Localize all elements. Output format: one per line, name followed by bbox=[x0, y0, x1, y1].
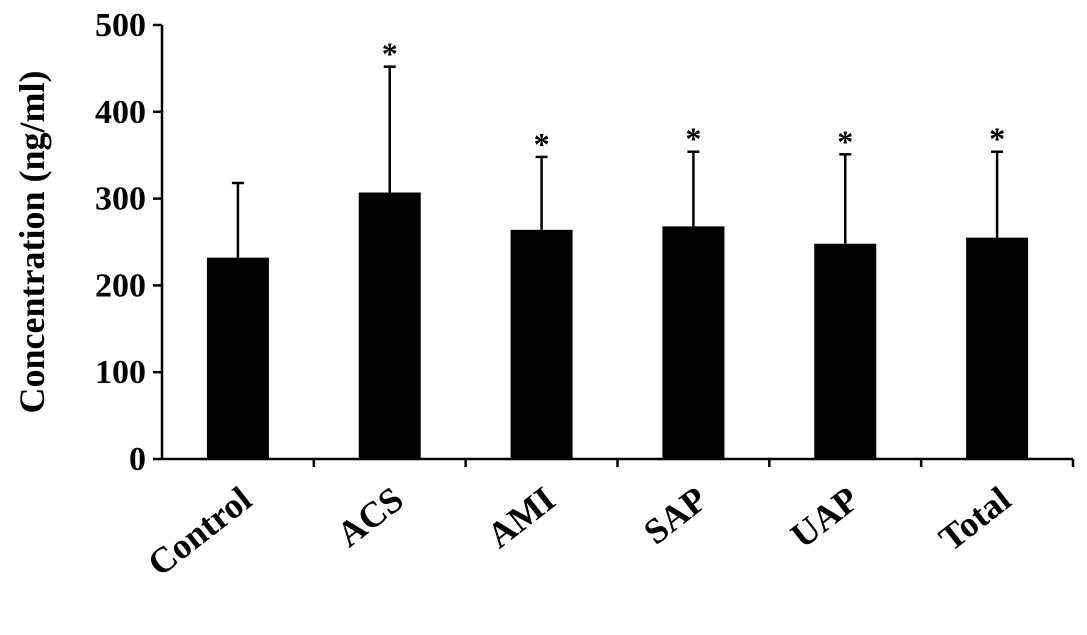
axes-layer bbox=[160, 25, 1075, 467]
category-label-uap: UAP bbox=[783, 479, 866, 556]
y-tick-label: 500 bbox=[95, 7, 146, 44]
bar-acs bbox=[358, 192, 421, 460]
significance-star-acs: * bbox=[382, 36, 398, 72]
significance-star-uap: * bbox=[837, 123, 853, 159]
significance-star-ami: * bbox=[534, 126, 550, 162]
bar-ami bbox=[510, 229, 573, 459]
y-tick-label: 200 bbox=[95, 267, 146, 304]
y-tick-label: 0 bbox=[129, 441, 146, 478]
bars-layer bbox=[206, 192, 1029, 460]
significance-star-total: * bbox=[989, 121, 1005, 157]
y-tick-label: 400 bbox=[95, 94, 146, 131]
y-tick-label: 100 bbox=[95, 354, 146, 391]
bar-total bbox=[966, 237, 1029, 459]
bar-sap bbox=[662, 226, 725, 459]
significance-layer: * * * * * bbox=[382, 36, 1005, 162]
category-label-ami: AMI bbox=[480, 479, 563, 556]
y-ticks-layer: 0 100 200 300 400 500 bbox=[95, 7, 162, 478]
category-label-sap: SAP bbox=[636, 479, 714, 552]
bar-uap bbox=[814, 243, 877, 459]
bar-control bbox=[206, 257, 269, 459]
significance-star-sap: * bbox=[685, 121, 701, 157]
category-label-acs: ACS bbox=[329, 479, 410, 555]
category-labels-layer: Control ACS AMI SAP UAP Total bbox=[140, 479, 1018, 584]
category-label-total: Total bbox=[931, 479, 1018, 559]
y-axis-title-group: Concentration (ng/ml) bbox=[12, 71, 52, 414]
error-bars-layer bbox=[231, 65, 1004, 258]
y-axis-title: Concentration (ng/ml) bbox=[12, 71, 52, 414]
category-label-control: Control bbox=[140, 479, 259, 584]
y-tick-label: 300 bbox=[95, 181, 146, 218]
